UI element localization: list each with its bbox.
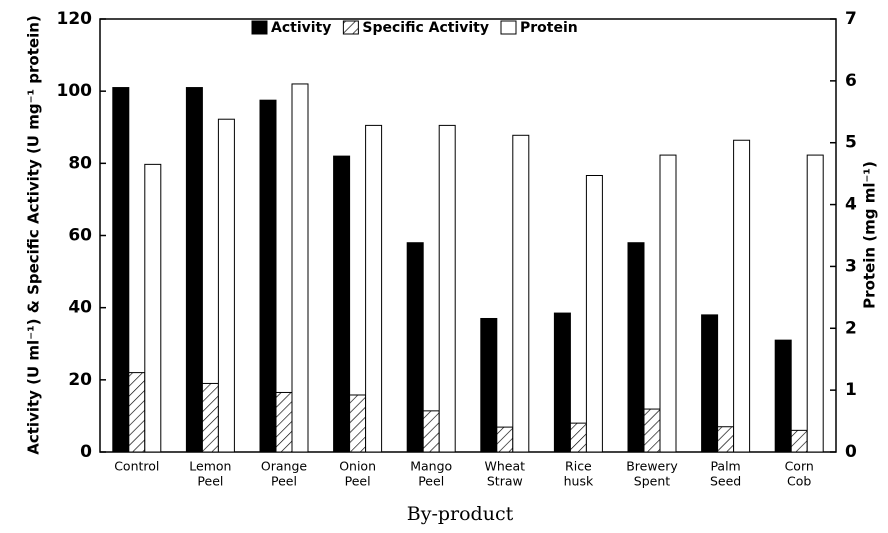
- x-tick-label: Brewery: [626, 459, 678, 474]
- bar: [496, 426, 514, 453]
- bar: [553, 312, 571, 453]
- y-tick-label: 40: [68, 298, 92, 318]
- legend-label: Activity: [271, 20, 331, 36]
- legend-swatch: [251, 20, 268, 35]
- legend-label: Specific Activity: [362, 20, 489, 36]
- bar: [128, 372, 146, 453]
- bar: [569, 422, 587, 453]
- x-tick-label: Peel: [418, 474, 444, 489]
- bar: [365, 124, 383, 453]
- x-tick-label: Wheat: [485, 459, 526, 474]
- bar: [774, 339, 792, 453]
- bar: [333, 155, 351, 453]
- x-tick-label: husk: [564, 474, 594, 489]
- y-tick-label: 80: [68, 153, 92, 173]
- bar: [701, 314, 719, 453]
- y-axis-label: Activity (U ml⁻¹) & Specific Activity (U…: [25, 15, 43, 454]
- x-tick-label: Seed: [710, 474, 741, 489]
- x-tick-label: Rice: [565, 459, 592, 474]
- y-tick-label: 0: [80, 442, 92, 462]
- y2-tick-label: 4: [845, 195, 857, 215]
- bar: [659, 154, 677, 453]
- y2-tick-label: 3: [845, 256, 857, 276]
- legend-swatch: [342, 20, 359, 35]
- y2-tick-label: 2: [845, 318, 857, 338]
- y2-tick-label: 7: [845, 9, 857, 29]
- y-tick-label: 100: [57, 81, 93, 101]
- bar: [790, 429, 808, 453]
- y-tick-label: 120: [57, 9, 93, 29]
- bar: [585, 174, 603, 453]
- x-tick-label: Lemon: [189, 459, 231, 474]
- bar: [275, 391, 293, 453]
- bar: [643, 408, 661, 453]
- x-tick-label: Peel: [271, 474, 297, 489]
- x-tick-label: Straw: [487, 474, 523, 489]
- bar: [201, 382, 219, 453]
- x-tick-label: Mango: [410, 459, 452, 474]
- legend-swatch: [500, 20, 517, 35]
- bar: [291, 83, 309, 453]
- bar: [512, 134, 530, 453]
- bar: [422, 410, 440, 453]
- y2-tick-label: 5: [845, 133, 857, 153]
- x-tick-label: Spent: [634, 474, 670, 489]
- bar: [259, 99, 277, 453]
- x-tick-label: Control: [114, 459, 159, 474]
- y2-axis-label: Protein (mg ml⁻¹): [861, 161, 879, 309]
- bar: [733, 139, 751, 453]
- bar: [144, 163, 162, 453]
- bar: [406, 242, 424, 453]
- x-tick-label: Onion: [339, 459, 376, 474]
- x-tick-label: Peel: [345, 474, 371, 489]
- y2-tick-label: 1: [845, 380, 857, 400]
- x-tick-label: Palm: [710, 459, 740, 474]
- bar: [349, 394, 367, 453]
- bar: [717, 426, 735, 453]
- y-tick-label: 60: [68, 226, 92, 246]
- y2-tick-label: 0: [845, 442, 857, 462]
- bar: [438, 124, 456, 453]
- bar: [185, 87, 203, 453]
- x-axis-label: By-product: [407, 503, 514, 525]
- bar: [627, 242, 645, 453]
- x-tick-label: Orange: [261, 459, 307, 474]
- y-tick-label: 20: [68, 370, 92, 390]
- y2-tick-label: 6: [845, 71, 857, 91]
- bar: [217, 118, 235, 453]
- x-tick-label: Peel: [197, 474, 223, 489]
- legend-label: Protein: [520, 20, 578, 36]
- x-tick-label: Corn: [785, 459, 814, 474]
- bar: [480, 317, 498, 453]
- bar: [112, 87, 130, 453]
- bar: [806, 154, 824, 453]
- x-tick-label: Cob: [787, 474, 811, 489]
